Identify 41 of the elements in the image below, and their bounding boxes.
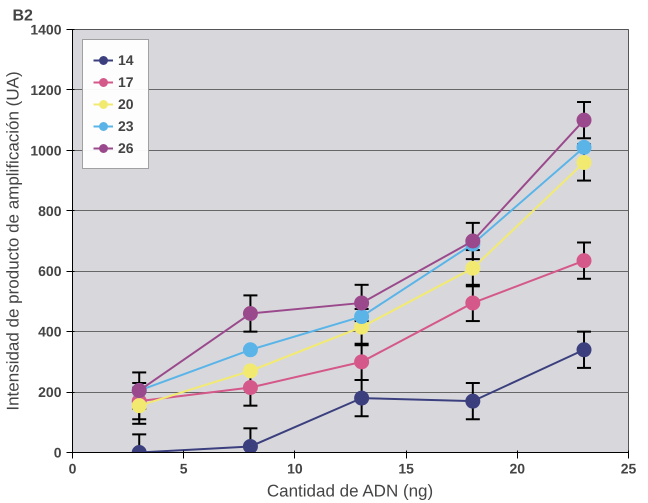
x-tick-label: 5 <box>180 460 188 476</box>
y-tick-label: 1000 <box>30 142 62 158</box>
x-tick-label: 20 <box>510 460 526 476</box>
point <box>242 342 258 358</box>
point <box>576 140 592 155</box>
legend-label: 14 <box>118 52 135 68</box>
y-tick-label: 400 <box>38 324 62 340</box>
y-tick-label: 200 <box>38 384 62 400</box>
x-tick-label: 10 <box>287 460 303 476</box>
point <box>242 363 258 378</box>
y-tick-label: 1200 <box>30 82 62 98</box>
point <box>242 306 258 321</box>
point <box>354 309 370 324</box>
text: B2 <box>12 8 34 24</box>
point <box>576 253 592 268</box>
x-tick-label: 25 <box>620 460 636 476</box>
point <box>465 295 480 310</box>
x-tick-label: 0 <box>68 460 77 476</box>
point <box>242 380 258 396</box>
point <box>242 438 258 452</box>
point <box>465 234 480 248</box>
y-tick-label: 800 <box>38 202 62 219</box>
y-tick-label: 600 <box>38 263 62 280</box>
point <box>354 295 370 310</box>
point <box>132 398 147 414</box>
point <box>354 354 370 370</box>
y-axis-title: Intensidad de producto de amplificación (UA) <box>3 71 22 411</box>
legend-label: 23 <box>118 118 135 134</box>
point <box>576 154 592 170</box>
legend-label: 17 <box>118 74 135 90</box>
point <box>576 112 592 128</box>
legend-label: 20 <box>118 96 135 112</box>
legend-label: 26 <box>118 140 135 156</box>
y-tick-label: 1400 <box>30 22 62 38</box>
y-tick-label: 0 <box>54 444 62 460</box>
point <box>465 260 480 276</box>
x-tick-label: 15 <box>398 460 414 476</box>
x-axis-title: Cantidad de ADN (ng) <box>266 482 434 500</box>
point <box>465 394 480 409</box>
point <box>354 390 370 406</box>
point <box>576 342 592 358</box>
